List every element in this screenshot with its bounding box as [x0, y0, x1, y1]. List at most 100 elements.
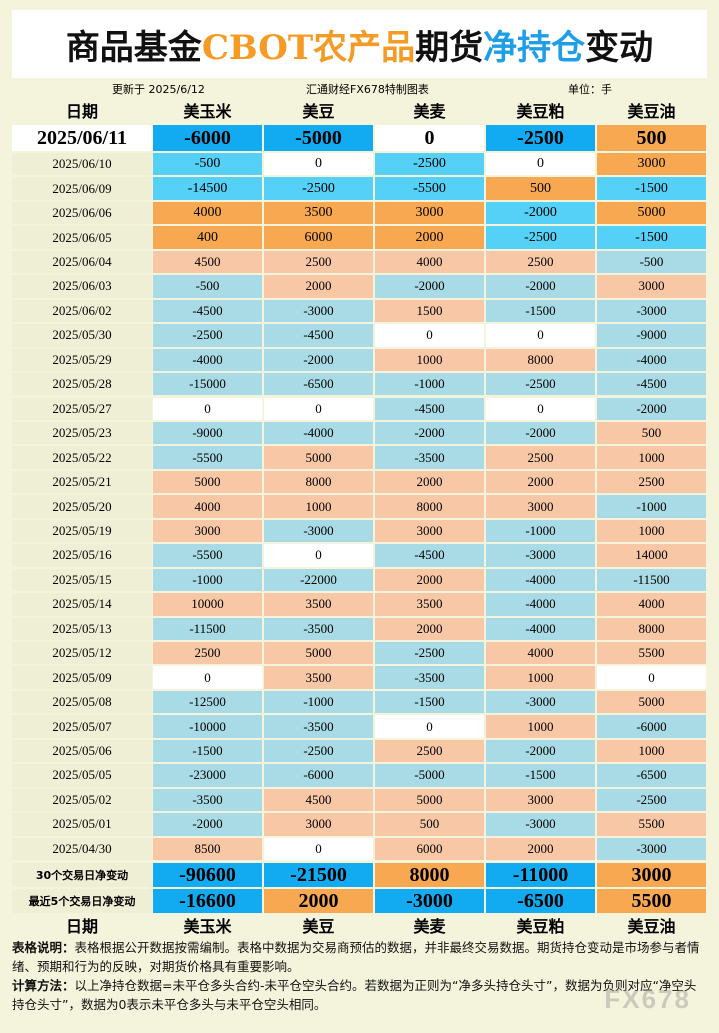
value-cell: -3500 [375, 446, 484, 469]
value-cell: 3000 [486, 788, 595, 812]
value-cell: -6000 [153, 125, 262, 151]
value-cell: 2500 [597, 470, 706, 494]
value-cell: -4000 [153, 348, 262, 372]
date-cell: 2025/05/06 [12, 739, 152, 763]
value-cell: 2500 [486, 250, 595, 274]
value-cell: -23000 [153, 764, 262, 787]
note-label: 表格说明： [12, 940, 75, 955]
date-cell: 2025/05/23 [12, 421, 152, 445]
date-cell: 2025/06/05 [12, 226, 152, 249]
date-cell: 2025/05/01 [12, 813, 152, 836]
value-cell: 1000 [597, 739, 706, 763]
value-cell: 2500 [153, 642, 262, 665]
updated: 更新于 2025/6/12 [112, 83, 205, 96]
value-cell: -5000 [375, 764, 484, 787]
value-cell: -4500 [597, 373, 706, 396]
summary-cell: 8000 [375, 863, 484, 887]
value-cell: 8000 [375, 495, 484, 518]
footer: 表格说明：表格根据公开数据按需编制。表格中数据为交易商预估的数据，并非最终交易数… [12, 938, 702, 1014]
value-cell: 0 [486, 324, 595, 347]
value-cell: 500 [486, 177, 595, 200]
value-cell: -6500 [597, 764, 706, 787]
value-cell: -3500 [264, 715, 373, 738]
value-cell: 8500 [153, 837, 262, 861]
column-header: 美麦 [413, 102, 446, 121]
column-footer: 美豆粕 [516, 917, 565, 936]
title-part: 净持仓 [483, 27, 586, 68]
method-text: 以上净持仓数据=未平仓多头合约-未平仓空头合约。若数据为正则为“净多头持仓头寸”… [12, 978, 697, 1012]
date-cell: 2025/05/02 [12, 788, 152, 812]
value-cell: -4500 [375, 544, 484, 567]
value-cell: 500 [375, 813, 484, 836]
date-cell: 2025/05/28 [12, 373, 152, 396]
value-cell: 8000 [486, 348, 595, 372]
value-cell: 0 [486, 153, 595, 176]
value-cell: 0 [597, 666, 706, 689]
value-cell: -5500 [153, 544, 262, 567]
value-cell: 8000 [597, 617, 706, 640]
value-cell: 500 [597, 125, 706, 151]
date-cell: 2025/06/09 [12, 177, 152, 200]
title-part: CBOT农产品 [201, 27, 416, 68]
date-cell: 2025/05/05 [12, 764, 152, 787]
value-cell: 3000 [597, 275, 706, 298]
value-cell: -4500 [264, 324, 373, 347]
value-cell: 3500 [264, 201, 373, 225]
column-header: 美豆油 [627, 102, 676, 121]
value-cell: -2500 [264, 739, 373, 763]
value-cell: 0 [264, 153, 373, 176]
summary-cell: 2000 [264, 889, 373, 913]
value-cell: -6500 [264, 373, 373, 396]
value-cell: -500 [153, 275, 262, 298]
value-cell: -2000 [486, 201, 595, 225]
value-cell: -22000 [264, 568, 373, 592]
value-cell: 2000 [375, 568, 484, 592]
value-cell: 5000 [264, 642, 373, 665]
column-footer: 美麦 [413, 917, 446, 936]
value-cell: -1000 [264, 690, 373, 714]
value-cell: -4000 [264, 421, 373, 445]
value-cell: -2000 [486, 275, 595, 298]
date-cell: 2025/05/30 [12, 324, 152, 347]
value-cell: -3000 [486, 813, 595, 836]
value-cell: -2000 [375, 421, 484, 445]
value-cell: 0 [153, 397, 262, 420]
date-cell: 2025/05/19 [12, 519, 152, 543]
column-footer: 美玉米 [183, 917, 232, 936]
value-cell: 1000 [486, 715, 595, 738]
value-cell: -2000 [597, 397, 706, 420]
value-cell: -3000 [264, 299, 373, 323]
value-cell: -2000 [264, 348, 373, 372]
value-cell: -1500 [597, 177, 706, 200]
value-cell: 0 [264, 837, 373, 861]
date-cell: 2025/05/07 [12, 715, 152, 738]
value-cell: 2000 [264, 275, 373, 298]
summary-cell: -16600 [153, 889, 262, 913]
value-cell: 0 [264, 544, 373, 567]
value-cell: 3000 [375, 201, 484, 225]
value-cell: -14500 [153, 177, 262, 200]
method: 计算方法：以上净持仓数据=未平仓多头合约-未平仓空头合约。若数据为正则为“净多头… [12, 976, 702, 1014]
value-cell: 2500 [486, 446, 595, 469]
value-cell: 3000 [264, 813, 373, 836]
value-cell: 0 [153, 666, 262, 689]
value-cell: 0 [264, 397, 373, 420]
summary-cell: 5500 [597, 889, 706, 913]
value-cell: 5000 [264, 446, 373, 469]
value-cell: -500 [153, 153, 262, 176]
date-cell: 2025/04/30 [12, 837, 152, 861]
summary-cell: -11000 [486, 863, 595, 887]
note-text: 表格根据公开数据按需编制。表格中数据为交易商预估的数据，并非最终交易数据。期货持… [12, 940, 700, 974]
date-cell: 2025/05/20 [12, 495, 152, 518]
date-cell: 2025/05/27 [12, 397, 152, 420]
value-cell: 2000 [375, 470, 484, 494]
value-cell: -5500 [153, 446, 262, 469]
date-cell: 2025/06/06 [12, 201, 152, 225]
value-cell: -3000 [597, 299, 706, 323]
value-cell: 2000 [375, 226, 484, 249]
value-cell: -6000 [597, 715, 706, 738]
column-header: 美玉米 [183, 102, 232, 121]
value-cell: 6000 [264, 226, 373, 249]
summary-cell: -21500 [264, 863, 373, 887]
